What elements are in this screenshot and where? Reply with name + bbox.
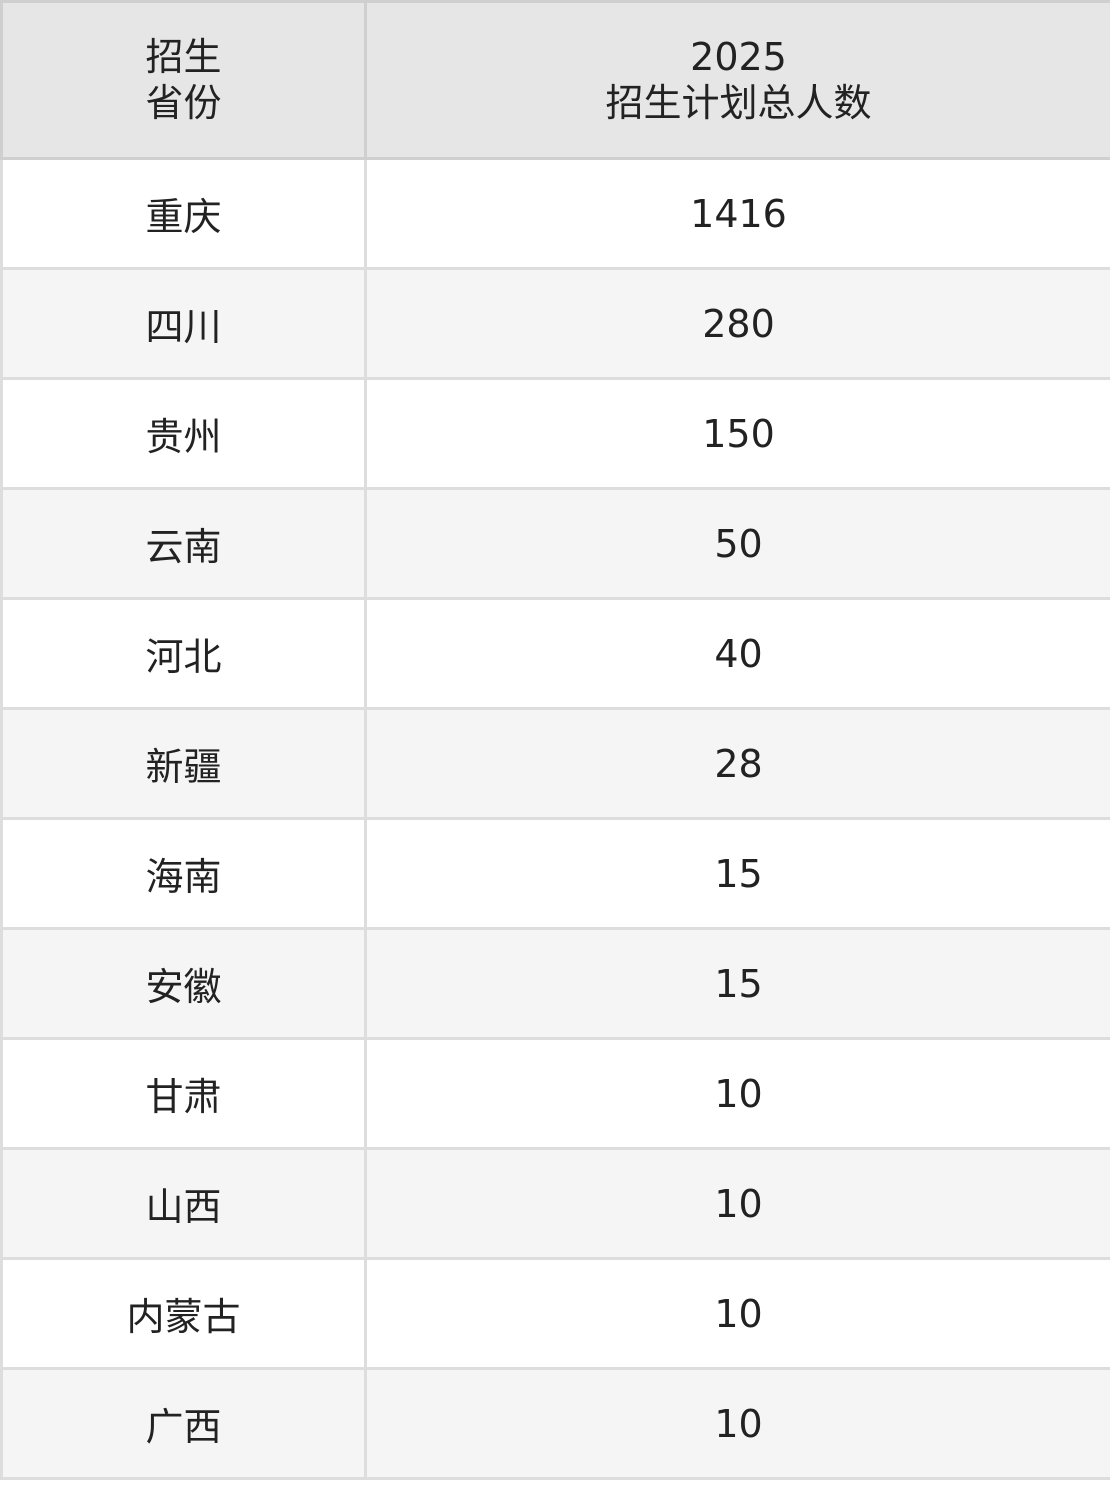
table-row: 海南 15 bbox=[0, 817, 1110, 930]
header-line: 招生 bbox=[145, 35, 222, 79]
province-cell: 四川 bbox=[0, 267, 367, 380]
table-row: 内蒙古 10 bbox=[0, 1257, 1110, 1370]
table-row: 安徽 15 bbox=[0, 927, 1110, 1040]
count-cell: 280 bbox=[364, 267, 1110, 380]
count-cell: 10 bbox=[364, 1037, 1110, 1150]
count-cell: 150 bbox=[364, 377, 1110, 490]
table-row: 重庆 1416 bbox=[0, 157, 1110, 270]
header-line: 招生计划总人数 bbox=[605, 81, 872, 125]
table-row: 贵州 150 bbox=[0, 377, 1110, 490]
province-cell: 甘肃 bbox=[0, 1037, 367, 1150]
province-cell: 贵州 bbox=[0, 377, 367, 490]
header-line: 省份 bbox=[145, 81, 222, 125]
header-row: 招生 省份 2025 招生计划总人数 bbox=[0, 0, 1110, 160]
province-cell: 安徽 bbox=[0, 927, 367, 1040]
province-cell: 云南 bbox=[0, 487, 367, 600]
province-cell: 内蒙古 bbox=[0, 1257, 367, 1370]
header-province: 招生 省份 bbox=[0, 0, 367, 160]
table-row: 山西 10 bbox=[0, 1147, 1110, 1260]
count-cell: 1416 bbox=[364, 157, 1110, 270]
table-row: 新疆 28 bbox=[0, 707, 1110, 820]
table-row: 河北 40 bbox=[0, 597, 1110, 710]
table-row: 云南 50 bbox=[0, 487, 1110, 600]
count-cell: 15 bbox=[364, 817, 1110, 930]
province-cell: 新疆 bbox=[0, 707, 367, 820]
province-cell: 河北 bbox=[0, 597, 367, 710]
table-row: 广西 10 bbox=[0, 1367, 1110, 1480]
count-cell: 40 bbox=[364, 597, 1110, 710]
header-count: 2025 招生计划总人数 bbox=[364, 0, 1110, 160]
table-row: 四川 280 bbox=[0, 267, 1110, 380]
count-cell: 10 bbox=[364, 1147, 1110, 1260]
count-cell: 15 bbox=[364, 927, 1110, 1040]
count-cell: 50 bbox=[364, 487, 1110, 600]
province-cell: 山西 bbox=[0, 1147, 367, 1260]
table-row: 甘肃 10 bbox=[0, 1037, 1110, 1150]
count-cell: 10 bbox=[364, 1367, 1110, 1480]
count-cell: 28 bbox=[364, 707, 1110, 820]
province-cell: 广西 bbox=[0, 1367, 367, 1480]
province-cell: 重庆 bbox=[0, 157, 367, 270]
count-cell: 10 bbox=[364, 1257, 1110, 1370]
province-cell: 海南 bbox=[0, 817, 367, 930]
header-line: 2025 bbox=[690, 35, 787, 79]
